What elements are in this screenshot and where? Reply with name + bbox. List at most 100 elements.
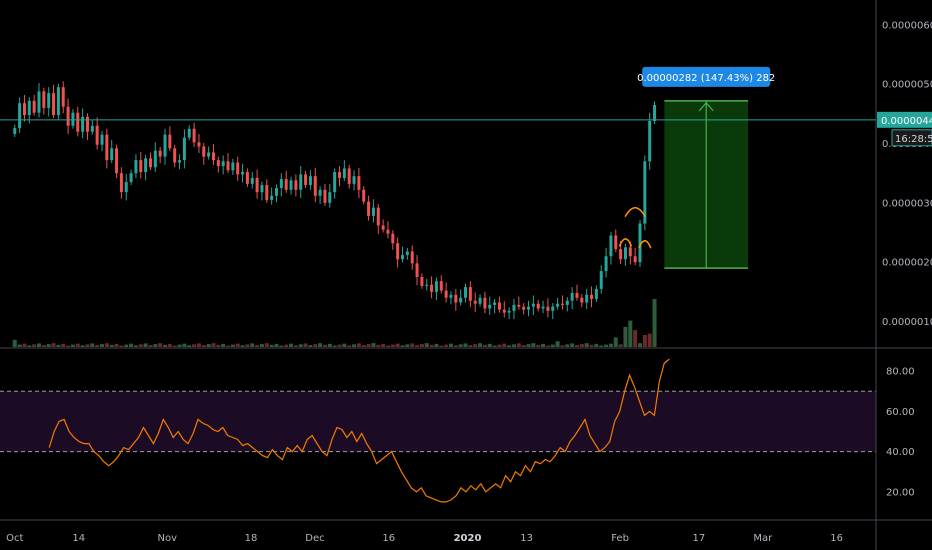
countdown-tag [891,129,932,147]
candle [76,112,80,132]
volume-bar [618,344,623,347]
volume-bar [153,344,158,347]
candle [284,179,288,190]
candle [245,172,249,184]
candle [473,300,477,304]
candle [289,180,293,190]
candle [270,195,274,200]
volume-bar [376,344,381,347]
volume-bar [172,345,177,347]
measure-label-box [642,66,771,87]
volume-bar [196,343,201,347]
volume-bar [419,344,424,347]
candle [61,87,65,107]
volume-bar [492,345,497,347]
volume-bar [318,343,323,347]
candle [367,201,371,216]
volume-bar [230,344,235,347]
volume-bar [599,345,604,347]
candle [148,158,152,168]
volume-bar [201,345,206,347]
candle [81,116,85,132]
candle [110,148,114,161]
candle [323,189,327,203]
candle [216,160,220,167]
volume-bar [226,345,231,347]
candle [381,225,385,230]
candle [536,303,540,309]
volume-bar [17,344,22,347]
current-price-tag [877,111,932,128]
volume-bar [75,343,80,347]
volume-bar [405,344,410,347]
volume-bar [182,343,187,347]
candle [173,148,177,163]
candle [609,235,613,257]
volume-bar [429,344,434,347]
candle [560,303,564,305]
volume-bar [623,326,628,347]
time-tick-label: 16 [830,533,843,544]
volume-bar [133,345,138,347]
volume-bar [250,343,255,347]
candle [236,162,240,175]
time-tick-label: 14 [72,533,85,544]
volume-bar [279,345,284,347]
candle [643,161,647,224]
volume-bar [129,343,134,347]
price-panel[interactable]: 0.00000282 (147.43%) 282 [0,66,876,347]
volume-bar [594,343,599,347]
candle [585,294,589,303]
candle [37,91,41,113]
candle [115,148,119,174]
candle [420,277,424,286]
volume-bar [85,344,90,347]
volume-bar [167,343,172,347]
price-tick-label: 0.00000200 [882,258,932,269]
volume-bar [32,344,37,347]
candle [551,306,555,311]
volume-bar [516,343,521,347]
candle [265,185,269,200]
volume-bar [119,345,124,347]
time-tick-label: 18 [245,533,258,544]
candle [590,294,594,299]
volume-bar [163,344,168,347]
candle [401,255,405,260]
candle [95,125,99,145]
candle [197,142,201,147]
candle [27,100,31,116]
candle [623,247,627,260]
volume-bar [565,344,570,347]
volume-bar [216,344,221,347]
candle [279,179,283,189]
candle [430,284,434,292]
oscillator-panel[interactable] [0,358,876,503]
candle [449,294,453,298]
candle [653,104,657,122]
time-tick-label: 16 [382,533,395,544]
volume-bar [211,343,216,347]
candle [231,162,235,171]
time-tick-label: 2020 [454,533,482,544]
volume-bar [395,343,400,347]
volume-bar [652,299,657,347]
volume-bar [356,343,361,347]
candle [22,103,26,116]
volume-bar [264,343,269,347]
candle [425,284,429,286]
oscillator-tick-label: 20.00 [886,487,915,498]
candle [483,297,487,309]
volume-bar [468,345,473,347]
volume-bar [255,345,260,347]
candle [410,251,414,264]
volume-bar [192,344,197,347]
time-tick-label: Mar [753,533,773,544]
candle [337,172,341,178]
volume-bar [555,341,560,347]
volume-bar [453,345,458,347]
candle [144,158,148,173]
volume-bar [177,344,182,347]
candle [250,177,254,184]
